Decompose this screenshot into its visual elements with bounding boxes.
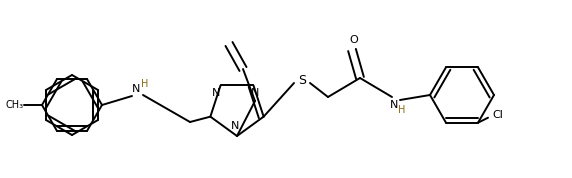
Text: N: N [251,88,260,98]
Text: Cl: Cl [492,110,503,120]
Text: N: N [231,121,239,131]
Text: N: N [390,100,398,110]
Text: H: H [398,105,406,115]
Text: CH₃: CH₃ [6,100,24,110]
Text: S: S [298,74,306,87]
Text: N: N [132,84,140,94]
Text: O: O [349,35,359,45]
Text: N: N [212,88,221,98]
Text: H: H [141,79,149,89]
